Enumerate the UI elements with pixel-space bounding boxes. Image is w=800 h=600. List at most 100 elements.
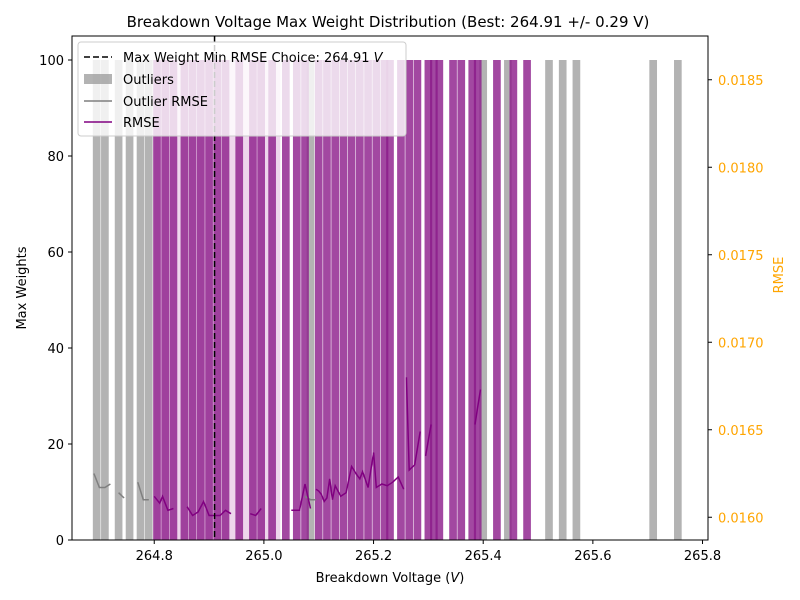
- legend-outlier-rmse-label: Outlier RMSE: [123, 95, 208, 110]
- rmse-line: [424, 424, 432, 457]
- rmse-bar: [213, 60, 222, 540]
- outlier-rmse-line: [93, 473, 111, 489]
- rmse-lines: [153, 377, 482, 517]
- rmse-bar: [449, 60, 457, 540]
- x-tick-label: 265.6: [574, 549, 611, 564]
- rmse-line: [186, 499, 232, 517]
- outlier-bar: [479, 60, 488, 540]
- rmse-bar: [323, 60, 331, 540]
- rmse-bar: [413, 60, 422, 540]
- outlier-bar: [306, 60, 315, 540]
- outlier-bar: [572, 60, 581, 540]
- y-tick-label: 20: [47, 438, 64, 453]
- rmse-bar: [249, 60, 257, 540]
- rmse-bar: [493, 60, 501, 540]
- outlier-rmse-line: [118, 492, 125, 499]
- x-axis-label: Breakdown Voltage (V): [316, 571, 465, 586]
- rmse-bar: [268, 60, 276, 540]
- outlier-bar: [92, 60, 101, 540]
- rmse-bar: [169, 60, 178, 540]
- chart-title: Breakdown Voltage Max Weight Distributio…: [127, 13, 650, 31]
- y-axis-right-label: RMSE: [772, 257, 787, 294]
- x-tick-label: 265.0: [245, 549, 282, 564]
- legend: Max Weight Min RMSE Choice: 264.91 V Out…: [77, 41, 407, 137]
- rmse-line: [249, 508, 262, 517]
- rmse-line: [315, 452, 405, 504]
- y-right-tick-label: 0.0175: [718, 249, 764, 264]
- rmse-bar: [424, 60, 433, 540]
- rmse-bar: [397, 60, 405, 540]
- rmse-bar: [339, 60, 348, 540]
- outlier-bar: [674, 60, 682, 540]
- rmse-line: [474, 389, 482, 425]
- y-tick-label: 0: [56, 534, 64, 549]
- outlier-rmse-line: [304, 495, 316, 501]
- outlier-bars: [92, 60, 682, 540]
- rmse-line: [153, 494, 174, 512]
- outlier-bar: [125, 60, 134, 540]
- x-tick-label: 264.8: [136, 549, 173, 564]
- rmse-bar: [430, 60, 438, 540]
- x-tick-label: 265.8: [684, 549, 721, 564]
- outlier-bar: [136, 60, 145, 540]
- legend-best-label: Max Weight Min RMSE Choice: 264.91 V: [123, 51, 384, 66]
- rmse-bar: [188, 60, 197, 540]
- rmse-bar: [457, 60, 466, 540]
- legend-outliers-label: Outliers: [123, 73, 174, 88]
- rmse-bar: [405, 60, 414, 540]
- rmse-bar: [235, 60, 244, 540]
- y-right-tick-label: 0.0185: [718, 74, 764, 89]
- y-tick-label: 40: [47, 342, 64, 357]
- outlier-bar: [545, 60, 553, 540]
- outlier-bar: [558, 60, 567, 540]
- rmse-bar: [180, 60, 189, 540]
- y-tick-label: 100: [39, 54, 64, 69]
- x-tick-label: 265.2: [355, 549, 392, 564]
- outlier-bar: [649, 60, 658, 540]
- legend-rmse-label: RMSE: [123, 116, 160, 131]
- rmse-bar: [468, 60, 477, 540]
- y-tick-label: 80: [47, 150, 64, 165]
- rmse-bar: [523, 60, 531, 540]
- rmse-bar: [221, 60, 230, 540]
- rmse-bar: [331, 60, 340, 540]
- outlier-rmse-line: [137, 481, 149, 501]
- y-right-tick-label: 0.0165: [718, 424, 764, 439]
- rmse-bar: [509, 60, 518, 540]
- y-right-tick-label: 0.0160: [718, 511, 764, 526]
- rmse-bar: [197, 60, 205, 540]
- y-axis-label: Max Weights: [15, 246, 30, 329]
- rmse-bar: [281, 60, 290, 540]
- rmse-bar: [161, 60, 170, 540]
- x-axis-ticks: 264.8 265.0 265.2 265.4 265.6 265.8: [136, 540, 721, 564]
- rmse-line: [291, 483, 312, 512]
- y-right-tick-label: 0.0170: [718, 336, 764, 351]
- rmse-bar: [205, 60, 213, 540]
- outlier-bar: [144, 60, 153, 540]
- rmse-bar: [356, 60, 364, 540]
- rmse-bar: [386, 60, 394, 540]
- rmse-bar: [380, 60, 389, 540]
- legend-outliers-swatch: [84, 74, 112, 84]
- rmse-bar: [314, 60, 323, 540]
- rmse-bar: [435, 60, 444, 540]
- rmse-line: [405, 377, 421, 472]
- y-tick-label: 60: [47, 246, 64, 261]
- rmse-bar: [257, 60, 265, 540]
- y-right-tick-label: 0.0180: [718, 161, 764, 176]
- rmse-bar: [292, 60, 301, 540]
- rmse-bars: [153, 60, 531, 540]
- outlier-bar: [101, 60, 109, 540]
- rmse-bar: [473, 60, 482, 540]
- plot-frame: [71, 35, 709, 541]
- outlier-bar: [504, 60, 512, 540]
- rmse-bar: [364, 60, 372, 540]
- legend-box: [77, 41, 407, 137]
- rmse-bar: [372, 60, 381, 540]
- x-tick-label: 265.4: [465, 549, 502, 564]
- rmse-bar: [347, 60, 356, 540]
- y-axis-ticks: 0 20 40 60 80 100: [39, 54, 72, 549]
- rmse-bar: [301, 60, 309, 540]
- rmse-bar: [153, 60, 161, 540]
